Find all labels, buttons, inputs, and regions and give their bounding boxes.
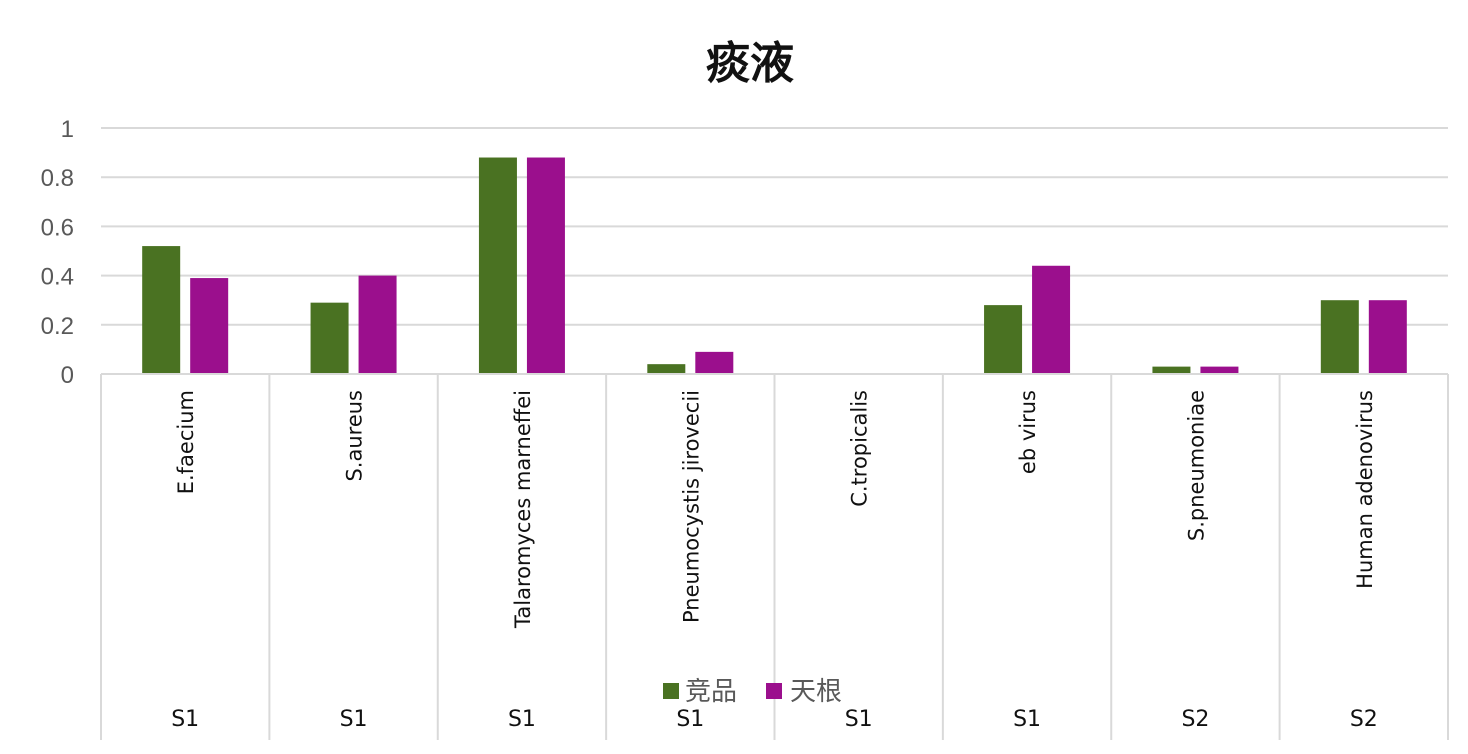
- x-category-label: eb virus: [1016, 390, 1040, 474]
- x-group-label: S1: [676, 707, 704, 732]
- bars: [142, 157, 1407, 374]
- y-tick-label: 1: [61, 116, 74, 143]
- bar-tiangen-5: [1032, 265, 1071, 374]
- bar-tiangen-6: [1200, 366, 1239, 374]
- bar-competitor-0: [142, 246, 181, 374]
- legend-label-competitor: 竞品: [685, 677, 737, 707]
- x-category-label: C.tropicalis: [848, 390, 872, 507]
- gridlines: [101, 127, 1448, 375]
- y-tick-label: 0: [61, 362, 74, 389]
- bar-competitor-1: [310, 302, 349, 374]
- bar-tiangen-0: [190, 278, 229, 374]
- chart-title: 痰液: [706, 38, 794, 89]
- x-category-label: S.aureus: [343, 390, 367, 482]
- x-category-label: Human adenovirus: [1353, 390, 1377, 589]
- x-group-label: S1: [1013, 707, 1041, 732]
- bar-competitor-7: [1320, 300, 1359, 374]
- legend-swatch-tiangen: [766, 683, 782, 699]
- legend-swatch-competitor: [663, 683, 679, 699]
- x-group-label: S2: [1181, 707, 1209, 732]
- bar-tiangen-2: [526, 157, 565, 374]
- bar-tiangen-1: [358, 275, 397, 374]
- x-category-label: Pneumocystis jirovecii: [679, 390, 703, 623]
- x-group-label: S2: [1350, 707, 1378, 732]
- x-category-label: Talaromyces marneffei: [511, 390, 535, 629]
- x-group-label: S1: [508, 707, 536, 732]
- bar-competitor-5: [984, 305, 1023, 374]
- y-axis-ticks: 0 0.2 0.4 0.6 0.8 1: [41, 116, 74, 389]
- x-category-label: E.faecium: [174, 390, 198, 494]
- y-tick-label: 0.8: [41, 165, 74, 192]
- x-axis: E.faecium S1 S.aureus S1 Talaromyces marneff…: [100, 373, 1449, 740]
- y-tick-label: 0.2: [41, 313, 74, 340]
- bar-tiangen-7: [1368, 300, 1407, 374]
- y-tick-label: 0.4: [41, 264, 74, 291]
- x-group-label: S1: [845, 707, 873, 732]
- bar-tiangen-3: [695, 351, 734, 374]
- bar-competitor-6: [1152, 366, 1191, 374]
- bar-competitor-2: [478, 157, 517, 374]
- x-group-label: S1: [171, 707, 199, 732]
- legend: 竞品 天根: [663, 677, 842, 707]
- bar-competitor-3: [647, 364, 686, 374]
- y-tick-label: 0.6: [41, 214, 74, 241]
- x-category-label: S.pneumoniae: [1184, 390, 1208, 541]
- x-group-label: S1: [340, 707, 368, 732]
- legend-label-tiangen: 天根: [790, 677, 842, 707]
